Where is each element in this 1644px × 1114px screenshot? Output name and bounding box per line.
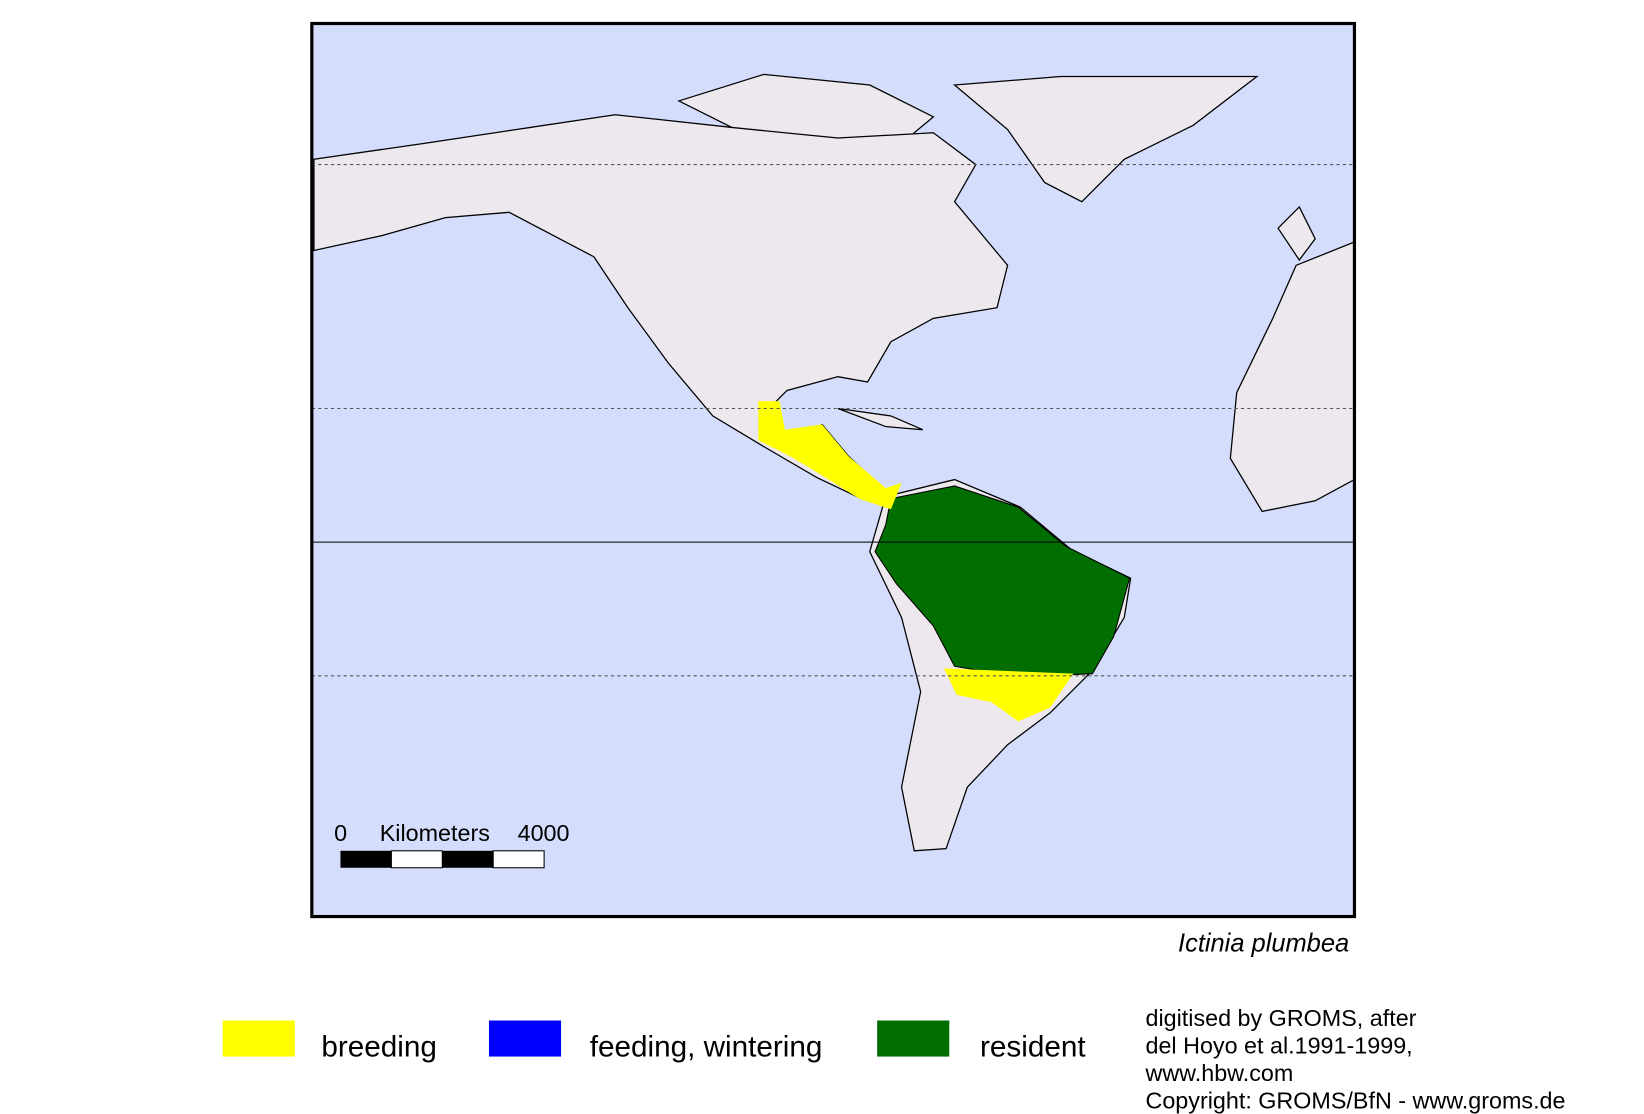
map-frame	[310, 21, 1357, 919]
legend-swatch	[488, 1020, 562, 1057]
legend-label: resident	[980, 1031, 1086, 1064]
legend-label: breeding	[321, 1031, 437, 1064]
credit-line: www.hbw.com	[1144, 1060, 1293, 1086]
credit-line: Copyright: GROMS/BfN - www.groms.de	[1145, 1088, 1565, 1114]
scale-segment	[442, 850, 494, 868]
legend: breeding feeding, wintering resident	[222, 1020, 1086, 1064]
range-breeding	[758, 401, 902, 510]
cuba	[837, 407, 924, 431]
legend-swatch	[222, 1020, 295, 1057]
legend-label: feeding, wintering	[590, 1031, 823, 1064]
map-body	[311, 73, 1355, 852]
scale-bar: 0 Kilometers 4000	[334, 820, 570, 869]
range-breeding	[943, 668, 1074, 722]
scale-end: 4000	[518, 820, 570, 846]
scale-unit: Kilometers	[380, 820, 490, 846]
scale-segment	[492, 850, 545, 869]
scale-segment	[390, 850, 443, 869]
greenland	[952, 75, 1259, 203]
credit-line: digitised by GROMS, after	[1145, 1005, 1416, 1031]
british-isles	[1277, 205, 1316, 262]
credit-line: del Hoyo et al.1991-1999,	[1145, 1032, 1412, 1058]
scale-start: 0	[334, 820, 347, 846]
legend-swatch	[877, 1020, 950, 1057]
africa-europe	[1229, 241, 1355, 513]
scale-segment	[340, 850, 392, 868]
species-name: Ictinia plumbea	[1178, 930, 1349, 958]
